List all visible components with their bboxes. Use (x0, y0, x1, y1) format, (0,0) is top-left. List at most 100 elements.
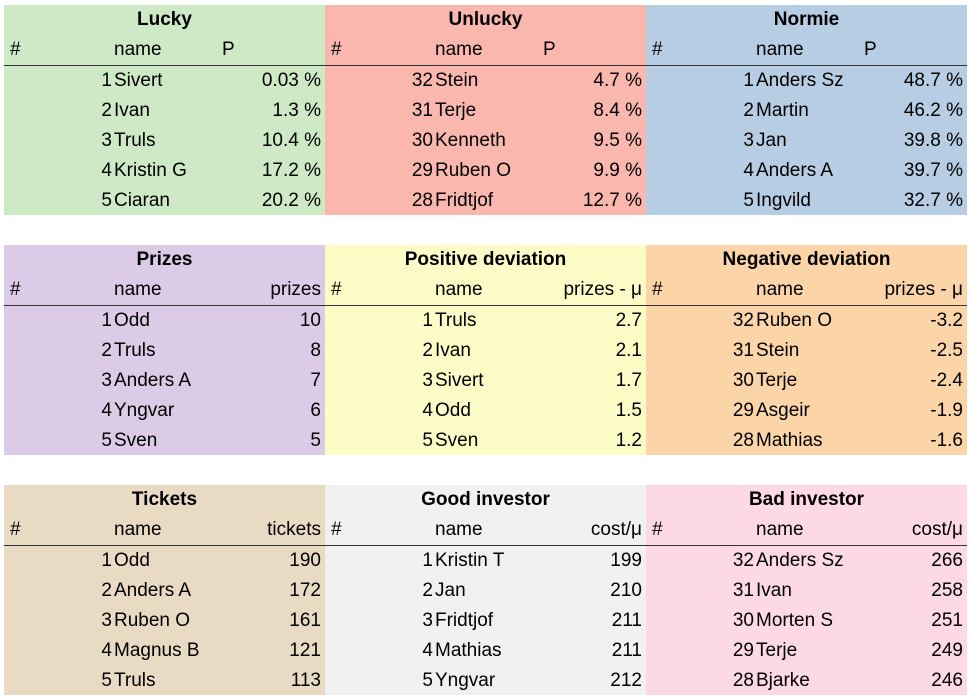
header-name: name (435, 519, 483, 540)
row-rank: 2 (743, 100, 754, 121)
row-value: 212 (610, 670, 642, 691)
table-row: 1 Anders Sz 48.7 % (646, 66, 967, 96)
row-name: Anders Sz (756, 70, 844, 91)
row-rank: 5 (422, 430, 433, 451)
row-value: 2.1 (615, 340, 642, 361)
rows: 32 Stein 4.7 % 31 Terje 8.4 % 30 Kenneth 9.5 % 29… (325, 66, 646, 216)
panel-lucky: Lucky # name P 1 Sivert 0.03 % 2 Ivan 1.3 % 3 Truls… (4, 5, 325, 215)
row-name: Odd (114, 310, 150, 331)
row-name: Terje (756, 640, 798, 661)
row-name: Truls (114, 340, 156, 361)
panel-title: Good investor (421, 489, 550, 510)
row-rank: 3 (101, 370, 112, 391)
row-name: Ruben O (435, 160, 512, 181)
row-value: 161 (289, 610, 321, 631)
rows: 32 Ruben O -3.2 31 Stein -2.5 30 Terje -2.4 29 Asg… (646, 306, 967, 456)
row-name: Fridtjof (435, 190, 494, 211)
table-row: 31 Stein -2.5 (646, 336, 967, 366)
panel-title: Unlucky (448, 9, 523, 30)
table-row: 30 Morten S 251 (646, 606, 967, 636)
row-rank: 30 (411, 130, 433, 151)
row-value: 9.5 % (593, 130, 642, 151)
row-rank: 28 (732, 670, 754, 691)
table-row: 32 Anders Sz 266 (646, 546, 967, 576)
row-name: Jan (435, 580, 466, 601)
table-row: 4 Yngvar 6 (4, 396, 325, 426)
row-rank: 29 (732, 640, 754, 661)
rows: 1 Anders Sz 48.7 % 2 Martin 46.2 % 3 Jan 39.8 % 4… (646, 66, 967, 216)
column-header-row: # name cost/μ (646, 515, 967, 546)
rows: 1 Truls 2.7 2 Ivan 2.1 3 Sivert 1.7 4 Odd 1.5 5 Sven 1… (325, 306, 646, 456)
row-name: Sivert (114, 70, 163, 91)
row-value: 113 (290, 670, 321, 691)
row-name: Morten S (756, 610, 834, 631)
header-rank: # (331, 519, 342, 540)
row-rank: 4 (743, 160, 754, 181)
row-value: -2.4 (930, 370, 963, 391)
row-name: Truls (114, 670, 156, 691)
row-name: Yngvar (435, 670, 496, 691)
table-row: 32 Stein 4.7 % (325, 66, 646, 96)
panel-title: Prizes (136, 249, 193, 270)
row-rank: 3 (743, 130, 754, 151)
row-name: Sven (114, 430, 158, 451)
header-rank: # (10, 519, 21, 540)
table-row: 3 Fridtjof 211 (325, 606, 646, 636)
row-rank: 29 (411, 160, 433, 181)
panel-title: Tickets (131, 489, 198, 510)
header-value: cost/μ (590, 519, 642, 540)
column-header-row: # name P (325, 35, 646, 66)
header-name: name (114, 39, 162, 60)
table-row: 4 Odd 1.5 (325, 396, 646, 426)
row-name: Stein (756, 340, 800, 361)
rows: 32 Anders Sz 266 31 Ivan 258 30 Morten S 251 29 Te… (646, 546, 967, 696)
table-row: 5 Truls 113 (4, 666, 325, 696)
row-name: Odd (114, 550, 150, 571)
row-rank: 32 (411, 70, 433, 91)
row-rank: 32 (732, 310, 754, 331)
table-row: 2 Anders A 172 (4, 576, 325, 606)
row-name: Yngvar (114, 400, 175, 421)
row-value: 0.03 % (261, 70, 321, 91)
row-rank: 30 (732, 370, 754, 391)
header-rank: # (10, 39, 21, 60)
header-name: name (114, 279, 162, 300)
row-name: Martin (756, 100, 809, 121)
row-value: 190 (289, 550, 321, 571)
table-row: 1 Odd 190 (4, 546, 325, 576)
table-row: 5 Sven 1.2 (325, 426, 646, 456)
table-row: 2 Truls 8 (4, 336, 325, 366)
header-name: name (756, 279, 804, 300)
row-name: Anders A (756, 160, 834, 181)
panel-title: Bad investor (748, 489, 865, 510)
header-rank: # (652, 279, 663, 300)
table-row: 2 Jan 210 (325, 576, 646, 606)
row-rank: 1 (101, 70, 112, 91)
header-value: prizes - μ (884, 279, 963, 300)
row-rank: 1 (743, 70, 754, 91)
rows: 1 Odd 10 2 Truls 8 3 Anders A 7 4 Yngvar 6 5 Sven 5 (4, 306, 325, 456)
column-header-row: # name cost/μ (325, 515, 646, 546)
row-rank: 1 (101, 550, 112, 571)
header-value: P (543, 39, 556, 60)
row-value: 211 (611, 640, 642, 661)
row-rank: 29 (732, 400, 754, 421)
table-row: 1 Sivert 0.03 % (4, 66, 325, 96)
table-row: 4 Kristin G 17.2 % (4, 156, 325, 186)
row-name: Anders A (114, 580, 192, 601)
table-row: 4 Anders A 39.7 % (646, 156, 967, 186)
row-rank: 5 (101, 430, 112, 451)
table-row: 28 Mathias -1.6 (646, 426, 967, 456)
row-name: Ivan (435, 340, 471, 361)
table-row: 31 Terje 8.4 % (325, 96, 646, 126)
row-value: -3.2 (930, 310, 963, 331)
row-name: Sven (435, 430, 479, 451)
row-value: 17.2 % (261, 160, 321, 181)
row-name: Bjarke (756, 670, 810, 691)
table-row: 32 Ruben O -3.2 (646, 306, 967, 336)
header-name: name (756, 39, 804, 60)
table-row: 3 Anders A 7 (4, 366, 325, 396)
table-row: 29 Asgeir -1.9 (646, 396, 967, 426)
row-rank: 2 (101, 100, 112, 121)
column-header-row: # name P (646, 35, 967, 66)
